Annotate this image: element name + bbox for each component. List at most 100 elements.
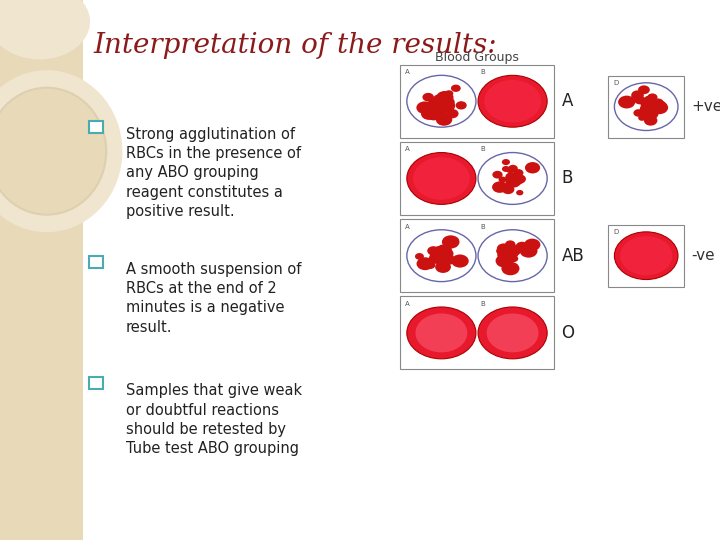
Circle shape [649, 100, 667, 113]
Circle shape [427, 246, 439, 255]
Circle shape [508, 174, 516, 180]
Circle shape [508, 174, 517, 181]
Circle shape [423, 93, 434, 102]
Circle shape [407, 152, 476, 205]
Text: A: A [405, 301, 410, 307]
Circle shape [449, 237, 459, 244]
Circle shape [652, 98, 664, 107]
Circle shape [631, 95, 639, 101]
Circle shape [505, 248, 518, 259]
Circle shape [478, 75, 547, 127]
Circle shape [434, 249, 446, 258]
Circle shape [505, 248, 515, 255]
Circle shape [502, 159, 510, 165]
Circle shape [501, 262, 519, 275]
Circle shape [499, 252, 508, 258]
FancyBboxPatch shape [0, 0, 83, 540]
Circle shape [510, 255, 518, 262]
FancyBboxPatch shape [89, 256, 103, 268]
Text: AB: AB [562, 247, 585, 265]
Circle shape [513, 174, 526, 184]
Circle shape [520, 244, 538, 258]
Circle shape [436, 91, 454, 104]
Circle shape [442, 235, 459, 248]
Circle shape [456, 101, 467, 110]
Circle shape [498, 182, 507, 188]
Circle shape [432, 101, 441, 107]
FancyBboxPatch shape [400, 219, 554, 292]
Circle shape [428, 111, 440, 120]
Circle shape [641, 98, 653, 107]
Circle shape [436, 113, 452, 126]
Circle shape [437, 99, 455, 113]
Text: A: A [405, 146, 410, 152]
Circle shape [421, 108, 437, 120]
Text: Blood Groups: Blood Groups [435, 51, 519, 64]
Circle shape [634, 109, 644, 117]
Circle shape [435, 247, 454, 261]
Circle shape [407, 230, 476, 282]
Text: D: D [613, 229, 618, 235]
Circle shape [508, 253, 516, 259]
Circle shape [451, 254, 469, 268]
Circle shape [498, 177, 507, 183]
Circle shape [638, 85, 650, 94]
Circle shape [644, 102, 659, 113]
Circle shape [407, 307, 476, 359]
Circle shape [444, 90, 454, 97]
Text: Samples that give weak
or doubtful reactions
should be retested by
Tube test ABO: Samples that give weak or doubtful react… [126, 383, 302, 456]
FancyBboxPatch shape [608, 76, 684, 138]
Text: +ve: +ve [691, 99, 720, 114]
Circle shape [413, 157, 469, 200]
Circle shape [647, 93, 657, 101]
Circle shape [451, 85, 461, 92]
Circle shape [497, 185, 505, 191]
Circle shape [425, 261, 436, 269]
FancyBboxPatch shape [400, 65, 554, 138]
Circle shape [513, 169, 523, 177]
Circle shape [434, 107, 446, 117]
Circle shape [505, 176, 521, 187]
Circle shape [508, 176, 520, 185]
Circle shape [431, 254, 444, 264]
Circle shape [620, 236, 672, 275]
Circle shape [510, 175, 523, 185]
Circle shape [516, 190, 523, 195]
FancyBboxPatch shape [608, 225, 684, 287]
Text: B: B [562, 170, 573, 187]
Circle shape [0, 0, 90, 59]
Circle shape [443, 255, 456, 265]
Circle shape [437, 97, 453, 108]
Circle shape [433, 94, 446, 104]
Circle shape [644, 96, 656, 105]
Circle shape [506, 167, 515, 173]
Text: B: B [481, 301, 485, 307]
Circle shape [430, 248, 447, 261]
Circle shape [441, 253, 452, 262]
Circle shape [435, 261, 451, 273]
Circle shape [417, 257, 433, 270]
Circle shape [508, 254, 516, 261]
Circle shape [438, 96, 455, 109]
Circle shape [649, 110, 658, 117]
Text: B: B [481, 69, 485, 75]
Circle shape [429, 253, 444, 264]
Circle shape [495, 254, 513, 268]
Circle shape [434, 246, 444, 254]
Circle shape [502, 185, 514, 194]
Circle shape [502, 166, 510, 172]
Circle shape [618, 96, 635, 109]
Text: O: O [562, 324, 575, 342]
Circle shape [497, 244, 510, 253]
Circle shape [641, 107, 658, 120]
Circle shape [516, 242, 528, 252]
Ellipse shape [0, 87, 107, 214]
Circle shape [654, 101, 666, 110]
Circle shape [505, 255, 513, 261]
Circle shape [638, 115, 646, 121]
Circle shape [503, 246, 518, 258]
Circle shape [415, 313, 467, 353]
Circle shape [510, 246, 521, 254]
Circle shape [487, 313, 539, 353]
Text: A: A [562, 92, 573, 110]
